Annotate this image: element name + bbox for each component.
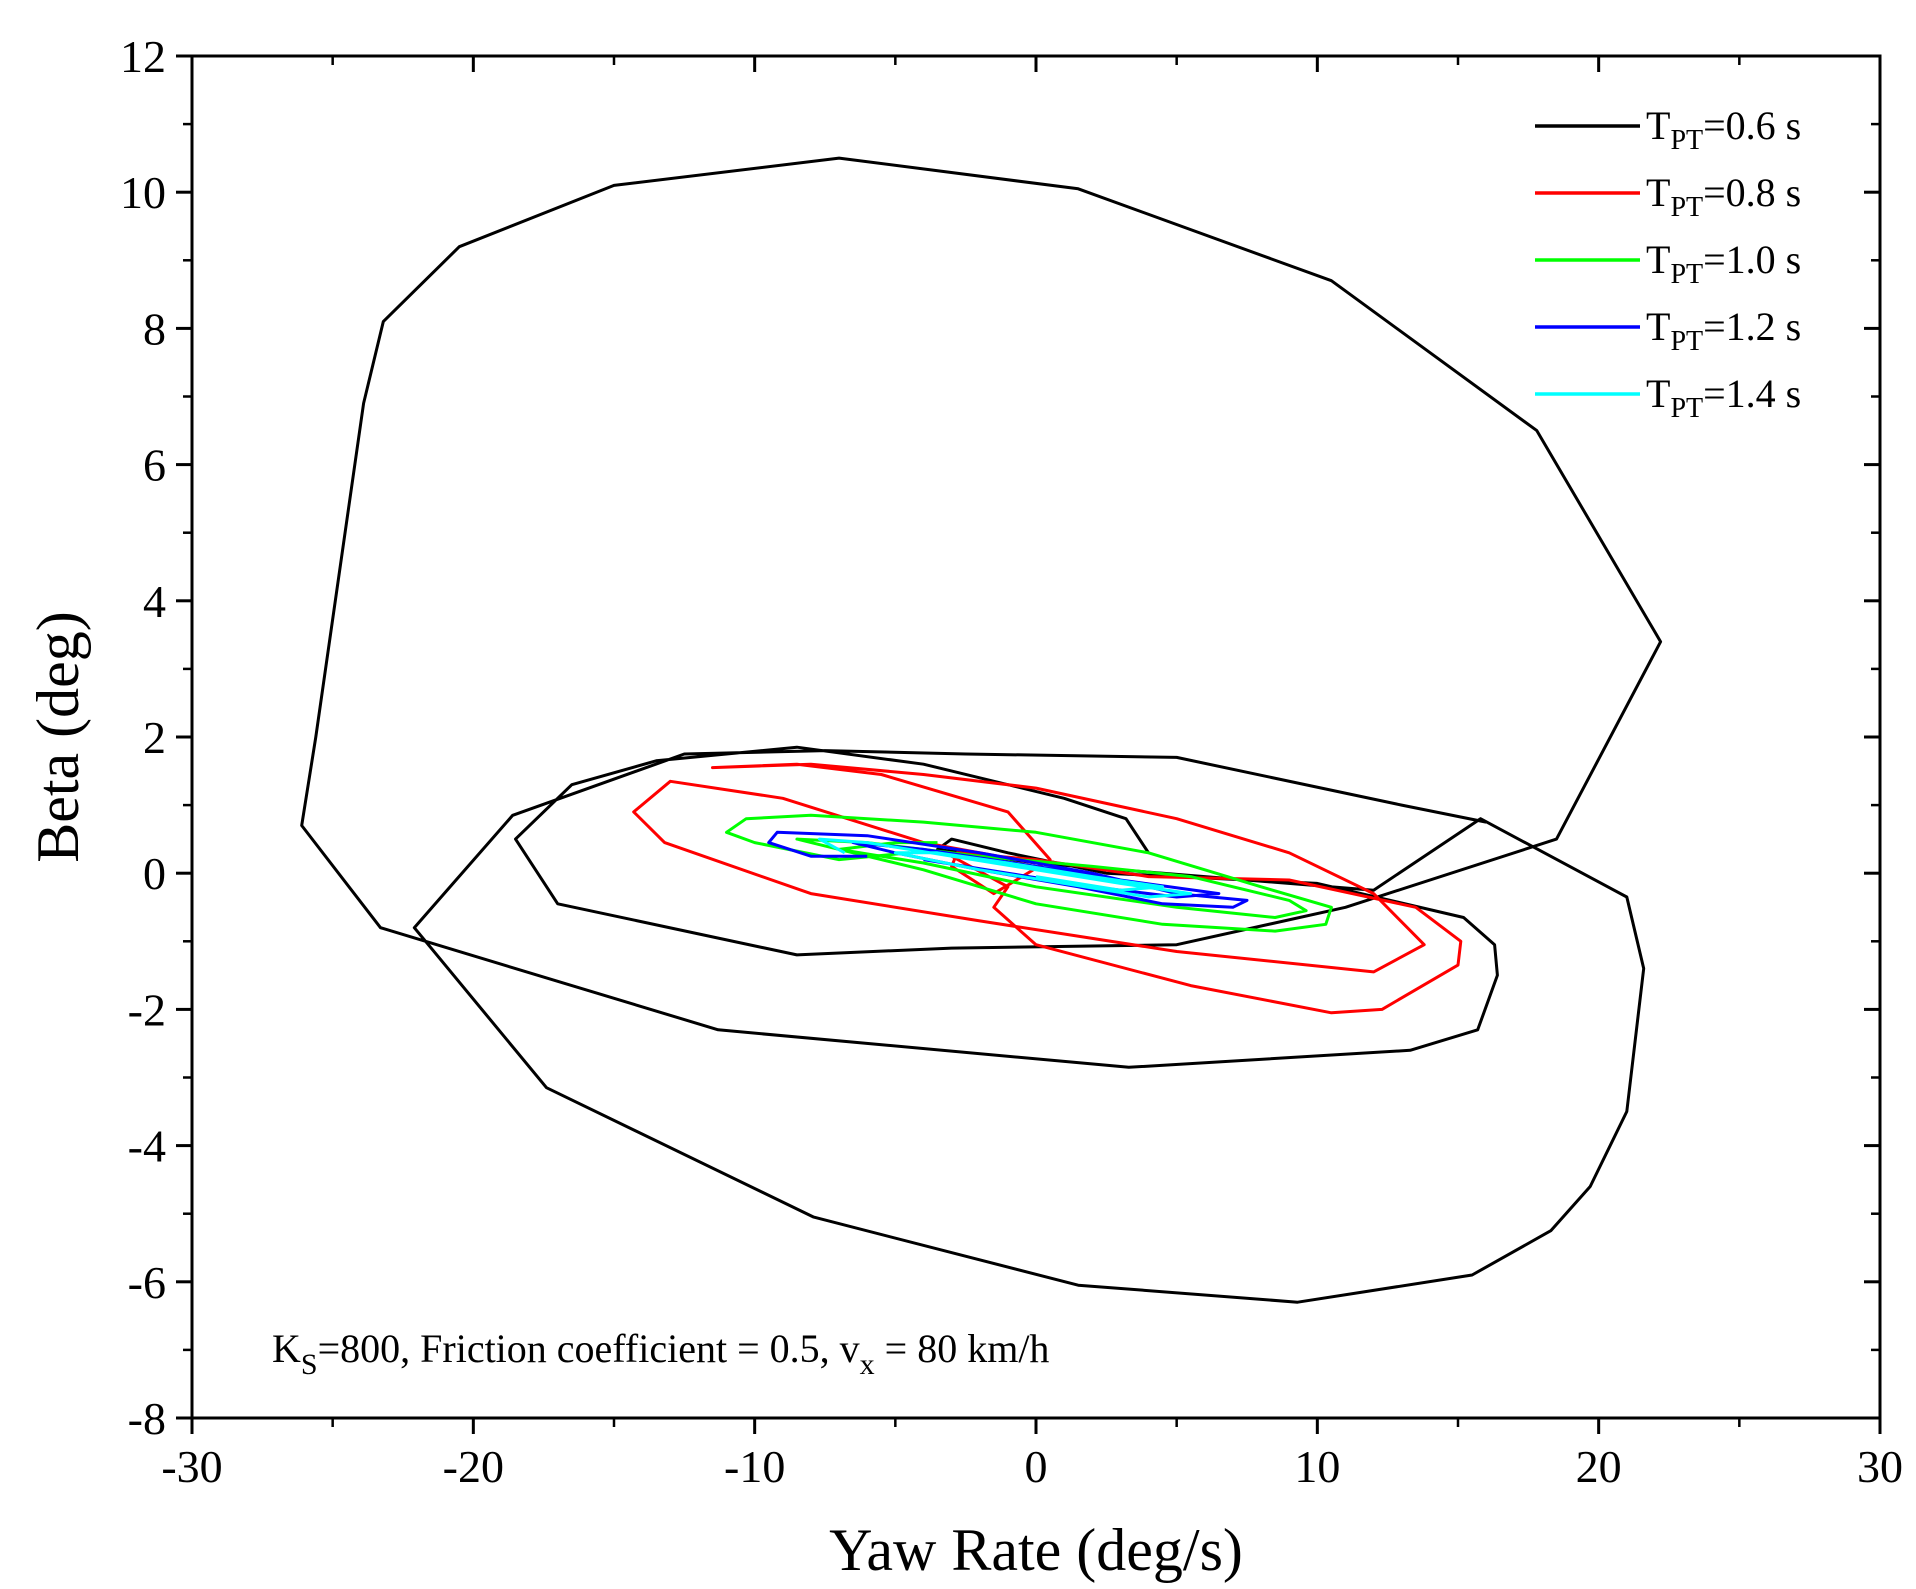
y-tick-label: 12 [120,31,166,82]
x-axis-label: Yaw Rate (deg/s) [829,1517,1243,1583]
legend-label: TPT=0.8 s [1646,170,1801,223]
y-tick-label: -8 [128,1393,166,1444]
x-tick-label: 30 [1857,1441,1903,1492]
x-tick-label: 20 [1576,1441,1622,1492]
x-axis-ticks: -30 -20 -10 0 10 20 30 [161,56,1903,1492]
x-tick-label: 0 [1025,1441,1048,1492]
series-line-4 [817,837,1193,899]
y-tick-label: -6 [128,1257,166,1308]
y-tick-label: -2 [128,984,166,1035]
series-line-1 [632,762,1463,1015]
annotation-text: KS=800, Friction coefficient = 0.5, vx =… [272,1326,1049,1381]
legend-item: TPT=0.8 s [1535,170,1801,223]
series-line-2 [725,813,1333,933]
legend-item: TPT=1.0 s [1535,237,1801,290]
y-axis-label: Beta (deg) [25,611,91,863]
x-tick-label: 10 [1294,1441,1340,1492]
y-axis-ticks: -8 -6 -4 -2 0 2 4 6 8 10 12 [120,31,1880,1444]
y-tick-label: 8 [143,303,166,354]
y-tick-label: 2 [143,712,166,763]
legend-label: TPT=0.6 s [1646,103,1801,156]
y-tick-label: -4 [128,1121,166,1172]
legend-label: TPT=1.4 s [1646,371,1801,424]
series-line-0 [300,156,1663,1304]
legend-label: TPT=1.0 s [1646,237,1801,290]
x-tick-label: -30 [161,1441,222,1492]
series-layer [300,156,1663,1304]
y-tick-label: 0 [143,848,166,899]
legend-label: TPT=1.2 s [1646,304,1801,357]
legend-item: TPT=1.2 s [1535,304,1801,357]
legend: TPT=0.6 s TPT=0.8 s TPT=1.0 s TPT=1.2 s TPT=… [1535,103,1801,424]
y-tick-label: 6 [143,440,166,491]
legend-item: TPT=0.6 s [1535,103,1801,156]
legend-item: TPT=1.4 s [1535,371,1801,424]
x-tick-label: -20 [443,1441,504,1492]
y-tick-label: 10 [120,167,166,218]
y-tick-label: 4 [143,576,166,627]
x-tick-label: -10 [724,1441,785,1492]
